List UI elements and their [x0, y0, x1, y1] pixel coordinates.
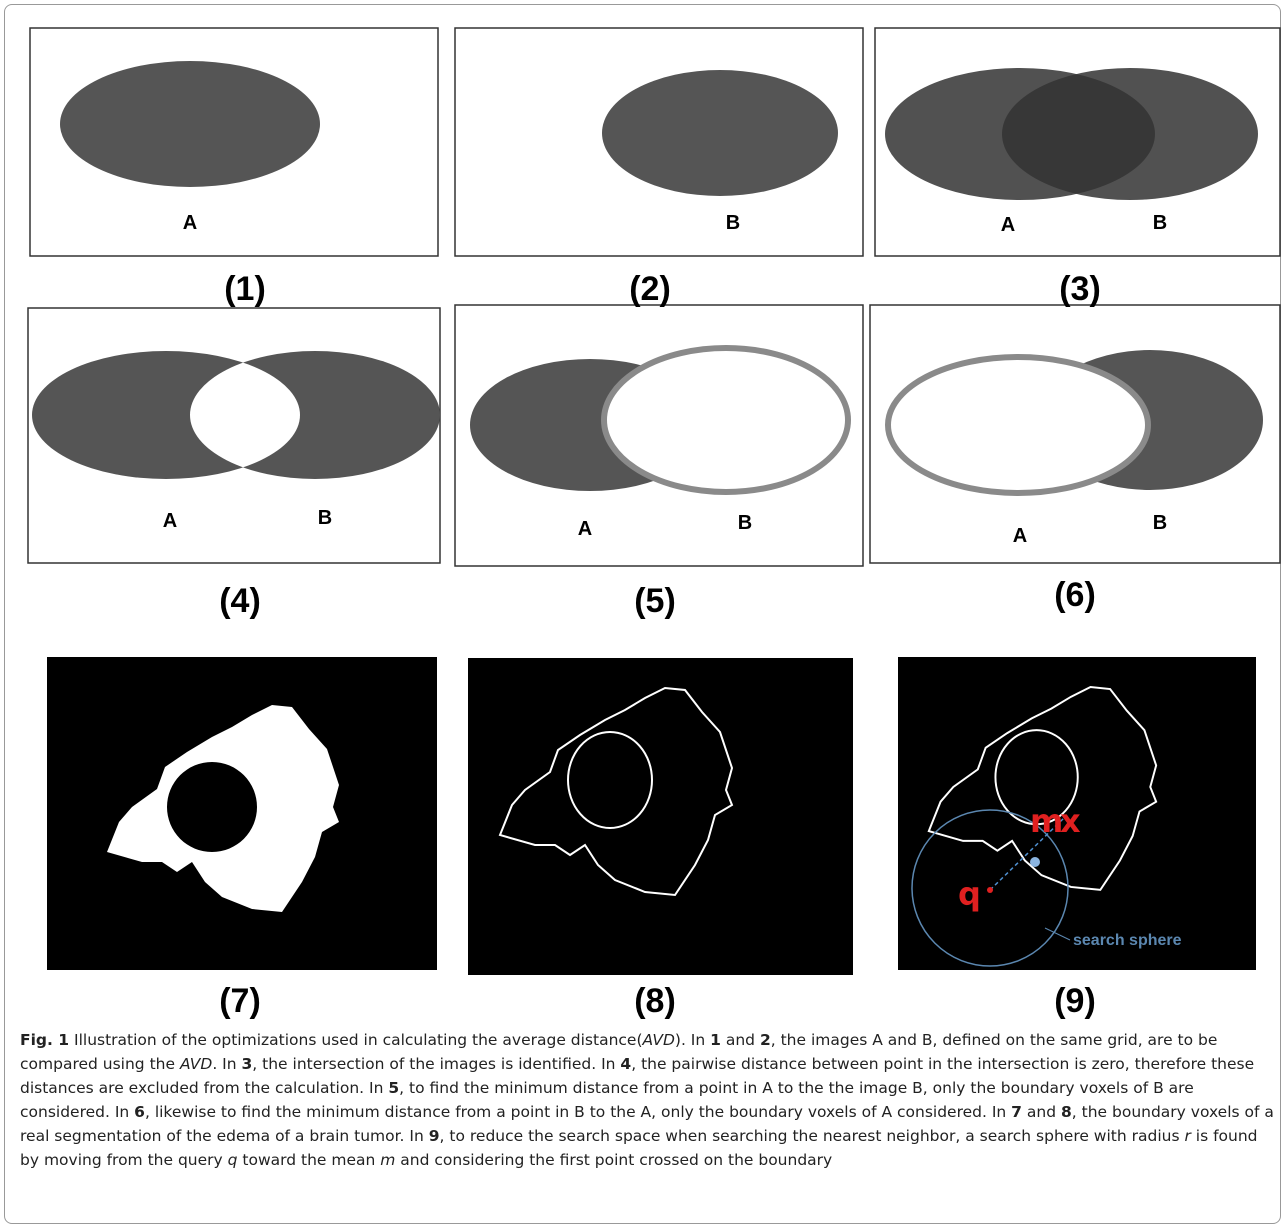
shape-letter: B — [738, 512, 752, 534]
panel-label: (7) — [219, 982, 261, 1020]
panel-label: (2) — [629, 270, 671, 308]
shape-letter: B — [1153, 512, 1167, 534]
shape-letter: A — [578, 518, 592, 540]
panel-label: (8) — [634, 982, 676, 1020]
caption-run: 5 — [388, 1079, 399, 1097]
caption-run: 9 — [429, 1127, 440, 1145]
shape-letter: A — [183, 212, 197, 234]
caption-run: Fig. 1 — [20, 1031, 69, 1049]
caption-run: 8 — [1061, 1103, 1072, 1121]
shape-letter: B — [318, 507, 332, 529]
boundary-a — [888, 357, 1148, 493]
caption-run: 4 — [620, 1055, 631, 1073]
caption-run: . In — [212, 1055, 241, 1073]
ellipse-b — [602, 70, 838, 196]
shape-letter: A — [1001, 214, 1015, 236]
query-label: q — [958, 875, 981, 913]
caption-run: and — [1022, 1103, 1061, 1121]
caption-run: and — [721, 1031, 760, 1049]
panel-label: (4) — [219, 582, 261, 620]
shape-letter: A — [163, 510, 177, 532]
mean-label: m — [1030, 802, 1063, 840]
crossed-point — [1030, 857, 1040, 867]
caption-run: AVD — [180, 1055, 212, 1073]
boundary-b — [604, 348, 848, 492]
panel-label: (1) — [224, 270, 266, 308]
caption-run: m — [380, 1151, 395, 1169]
panel-label: (3) — [1059, 270, 1101, 308]
search-sphere-label: search sphere — [1073, 932, 1182, 949]
ellipse-a — [60, 61, 320, 187]
caption-run: , the intersection of the images is iden… — [252, 1055, 620, 1073]
panel-label: (9) — [1054, 982, 1096, 1020]
panel-label: (5) — [634, 582, 676, 620]
caption-run: , to reduce the search space when search… — [440, 1127, 1185, 1145]
caption-run: 1 — [710, 1031, 721, 1049]
mean-cross: x — [1060, 802, 1081, 840]
ellipse-b — [1002, 68, 1258, 200]
figure: A B A B A B A B A Bmx q search sphere (1) (2) (3) (4) (5… — [0, 0, 1287, 1025]
caption-run: , likewise to find the minimum distance … — [145, 1103, 1011, 1121]
caption-run: and considering the first point crossed … — [395, 1151, 832, 1169]
caption-run: toward the mean — [237, 1151, 380, 1169]
caption-run: 6 — [134, 1103, 145, 1121]
caption-run: 2 — [760, 1031, 771, 1049]
caption-run: Illustration of the optimizations used i… — [69, 1031, 642, 1049]
shape-letter: A — [1013, 525, 1027, 547]
caption-run: 7 — [1011, 1103, 1022, 1121]
shape-letter: B — [726, 212, 740, 234]
image-background — [468, 658, 853, 975]
caption-run: AVD — [643, 1031, 675, 1049]
panel-label: (6) — [1054, 576, 1096, 614]
shape-letter: B — [1153, 212, 1167, 234]
caption-run: ). In — [675, 1031, 710, 1049]
query-point — [987, 887, 993, 893]
caption-run: q — [228, 1151, 238, 1169]
caption: Fig. 1 Illustration of the optimizations… — [20, 1028, 1275, 1172]
image-background — [47, 657, 437, 970]
caption-run: 3 — [242, 1055, 253, 1073]
